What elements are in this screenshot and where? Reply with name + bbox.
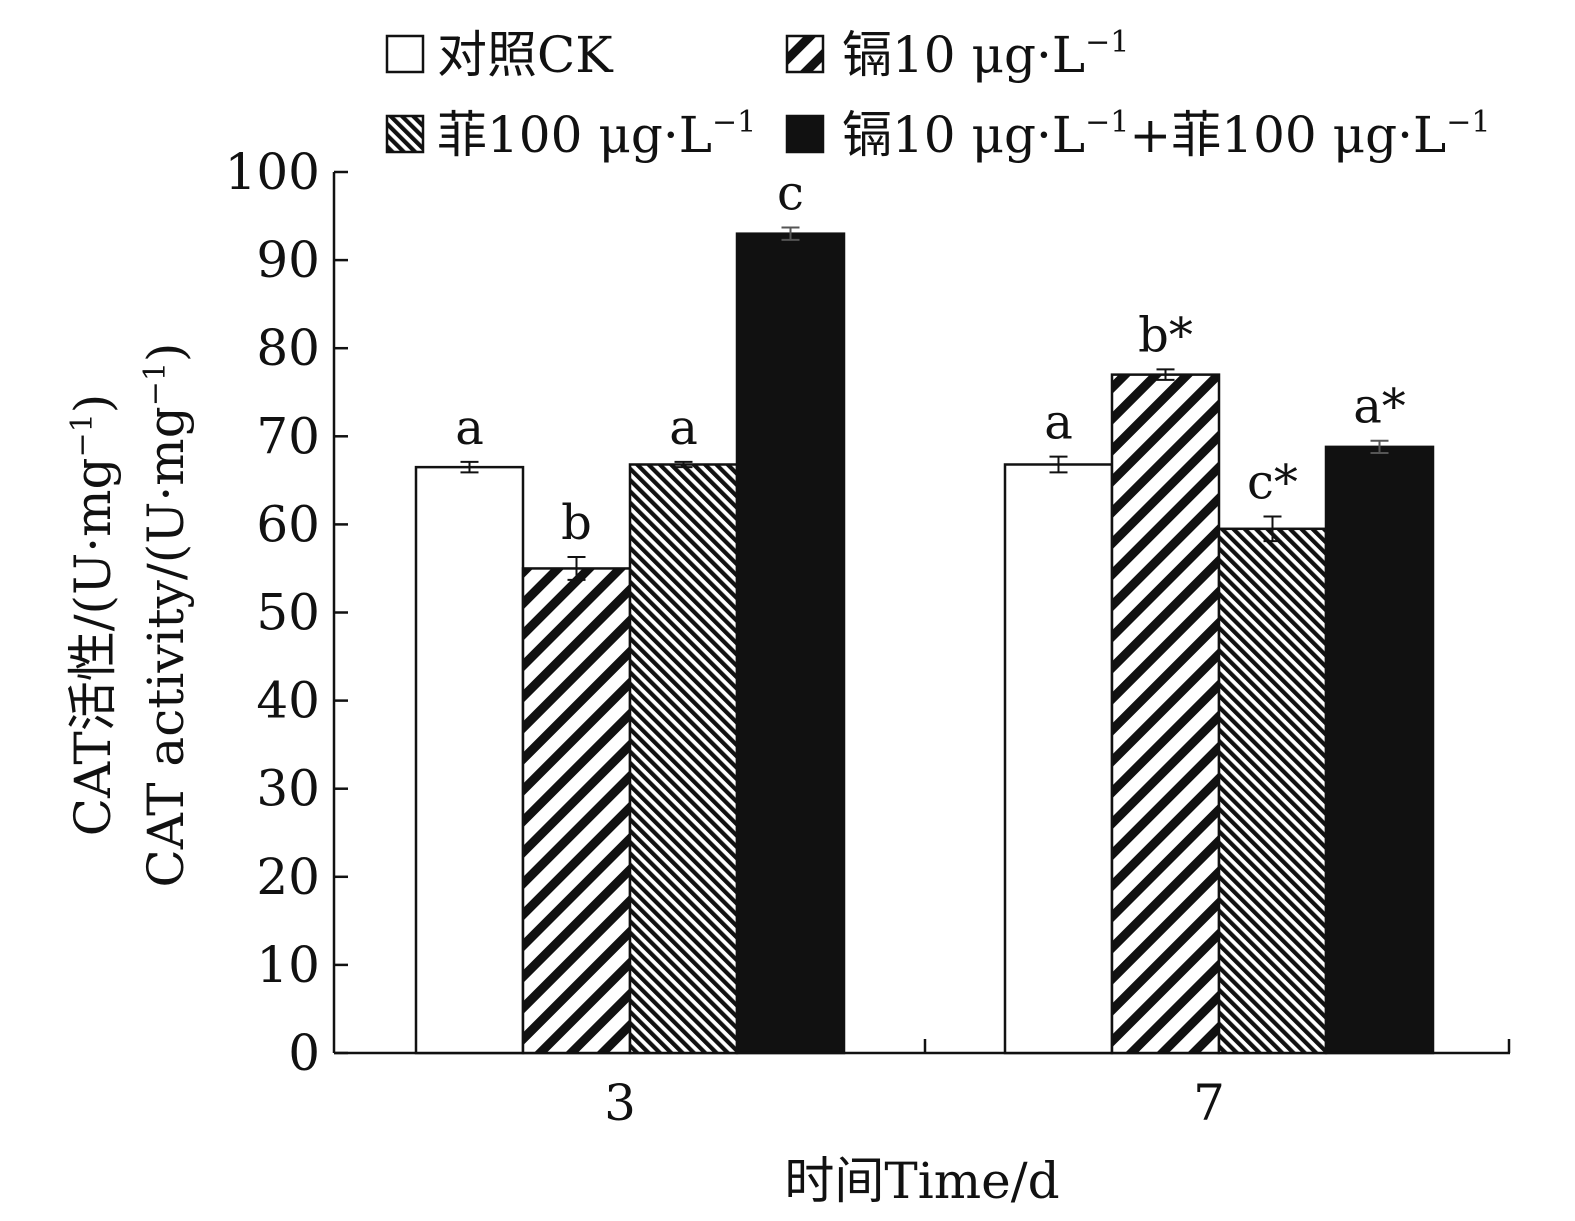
bar bbox=[1110, 373, 1221, 1055]
significance-label: a bbox=[455, 400, 484, 456]
x-category-label: 3 bbox=[604, 1074, 636, 1132]
y-tick-label: 30 bbox=[256, 760, 320, 818]
legend-label-main: 对照CK bbox=[437, 26, 614, 84]
y-axis-title-en: CAT activity/(U·mg−1) bbox=[137, 343, 195, 888]
bar bbox=[1324, 445, 1435, 1055]
y-tick-label: 100 bbox=[225, 143, 320, 201]
x-category-label: 7 bbox=[1193, 1074, 1225, 1132]
legend-label-main: 镉10 μg·L bbox=[842, 26, 1085, 84]
y-axis: 0 10 20 30 40 50 60 70 80 90 100 bbox=[225, 143, 348, 1082]
y-tick-label: 90 bbox=[256, 231, 320, 289]
legend-label-main: 镉10 μg·L bbox=[842, 106, 1085, 164]
significance-label: a* bbox=[1353, 379, 1406, 435]
legend-item: 菲100 μg·L−1 bbox=[385, 105, 756, 164]
legend-label-main: 菲100 μg·L bbox=[437, 106, 712, 164]
bar bbox=[414, 465, 525, 1055]
y-tick-label: 70 bbox=[256, 407, 320, 465]
y-axis-title-cn-close: ) bbox=[64, 394, 122, 414]
significance-label: c* bbox=[1247, 454, 1298, 510]
legend-swatch bbox=[385, 114, 425, 154]
significance-label: b bbox=[561, 495, 592, 551]
significance-label: b* bbox=[1138, 307, 1193, 363]
y-axis-title-cn: CAT活性/(U·mg−1) bbox=[64, 394, 122, 837]
legend-label-mid: +菲100 μg·L bbox=[1129, 106, 1446, 164]
legend-label: 镉10 μg·L−1+菲100 μg·L−1 bbox=[842, 105, 1490, 164]
legend-swatch bbox=[785, 34, 825, 74]
y-axis-title-en-close: ) bbox=[137, 343, 195, 363]
y-tick-label: 50 bbox=[256, 584, 320, 642]
legend-label-sup: −1 bbox=[712, 105, 756, 140]
x-axis-title: 时间Time/d bbox=[784, 1152, 1059, 1210]
y-axis-title-cn-sup: −1 bbox=[65, 413, 100, 457]
legend-item: 对照CK bbox=[385, 26, 614, 84]
y-tick-label: 0 bbox=[288, 1024, 320, 1082]
legend-label-sup: −1 bbox=[1446, 105, 1490, 140]
y-tick-label: 80 bbox=[256, 319, 320, 377]
bars: a a b b* a c* c a* bbox=[414, 166, 1435, 1055]
bar bbox=[735, 232, 846, 1055]
bar bbox=[1003, 463, 1114, 1055]
y-axis-title-cn-main: CAT活性/(U·mg bbox=[64, 457, 122, 836]
y-axis-title-en-sup: −1 bbox=[138, 362, 173, 406]
bar bbox=[1217, 527, 1328, 1055]
legend-swatch bbox=[385, 34, 425, 74]
significance-label: a bbox=[669, 400, 698, 456]
y-tick-label: 60 bbox=[256, 495, 320, 553]
y-axis-title-en-main: CAT activity/(U·mg bbox=[137, 406, 195, 887]
legend-label: 菲100 μg·L−1 bbox=[437, 105, 756, 164]
y-tick-label: 10 bbox=[256, 936, 320, 994]
legend-label: 镉10 μg·L−1 bbox=[842, 25, 1129, 84]
legend-label: 对照CK bbox=[437, 26, 614, 84]
legend-swatch bbox=[785, 114, 825, 154]
bar bbox=[628, 463, 739, 1055]
bar bbox=[521, 567, 632, 1055]
legend-label-sup: −1 bbox=[1085, 105, 1129, 140]
legend-label-sup: −1 bbox=[1085, 25, 1129, 60]
legend-item: 镉10 μg·L−1 bbox=[785, 25, 1129, 84]
significance-label: c bbox=[777, 166, 804, 222]
y-tick-label: 20 bbox=[256, 848, 320, 906]
significance-label: a bbox=[1044, 395, 1073, 451]
legend-item: 镉10 μg·L−1+菲100 μg·L−1 bbox=[785, 105, 1490, 164]
y-tick-label: 40 bbox=[256, 672, 320, 730]
